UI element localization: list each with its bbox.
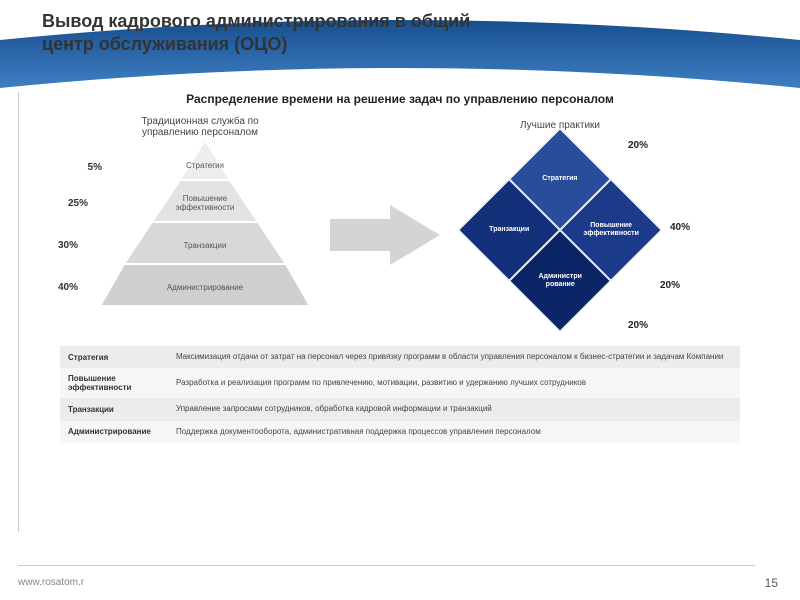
diamond-pct-top: 20% — [628, 140, 648, 151]
page-number: 15 — [765, 576, 778, 590]
side-divider — [18, 92, 19, 532]
def-term: Транзакции — [60, 398, 168, 420]
diamond-pct-right: 40% — [670, 222, 690, 233]
table-row: СтратегияМaксимизация отдачи от затрат н… — [60, 346, 740, 368]
def-desc: Разработка и реализация программ по прив… — [168, 368, 740, 398]
left-column-title: Традиционная служба по управлению персон… — [130, 116, 270, 138]
def-desc: Управление запросами сотрудников, обрабо… — [168, 398, 740, 420]
diamond-pct-bottom: 20% — [628, 320, 648, 331]
table-row: АдминистрированиеПоддержка документообор… — [60, 421, 740, 443]
table-row: ТранзакцииУправление запросами сотрудник… — [60, 398, 740, 420]
page-title: Вывод кадрового администрирования в общи… — [42, 10, 470, 57]
pyramid-pct-0: 5% — [52, 162, 102, 173]
title-line-2: центр обслуживания (ОЦО) — [42, 34, 287, 54]
footer-divider — [18, 565, 755, 566]
diamond-chart: Стратегия Повышение эффективности Транза… — [460, 130, 660, 330]
def-desc: Поддержка документооборота, администрати… — [168, 421, 740, 443]
title-line-1: Вывод кадрового администрирования в общи… — [42, 11, 470, 31]
chart-subtitle: Распределение времени на решение задач п… — [0, 92, 800, 106]
def-term: Администрирование — [60, 421, 168, 443]
pyramid-level-3: Администрирование — [115, 274, 295, 300]
pyramid-level-2: Транзакции — [140, 232, 270, 258]
arrow-icon — [330, 205, 440, 265]
pyramid-chart: Стратегия Повышение эффективности Транза… — [100, 140, 310, 310]
diamond-shape: Стратегия Повышение эффективности Транза… — [458, 128, 662, 332]
pyramid-pct-2: 30% — [28, 240, 78, 251]
pyramid-pct-3: 40% — [28, 282, 78, 293]
def-term: Стратегия — [60, 346, 168, 368]
diamond-pct-left: 20% — [660, 280, 680, 291]
table-row: Повышение эффективностиРазработка и реал… — [60, 368, 740, 398]
pyramid-pct-1: 25% — [38, 198, 88, 209]
def-term: Повышение эффективности — [60, 368, 168, 398]
def-desc: Мaксимизация отдачи от затрат на персона… — [168, 346, 740, 368]
pyramid-level-0: Стратегия — [180, 154, 230, 176]
definitions-table: СтратегияМaксимизация отдачи от затрат н… — [60, 346, 740, 443]
footer-url: www.rosatom.r — [18, 577, 84, 588]
pyramid-level-1: Повышение эффективности — [155, 188, 255, 218]
